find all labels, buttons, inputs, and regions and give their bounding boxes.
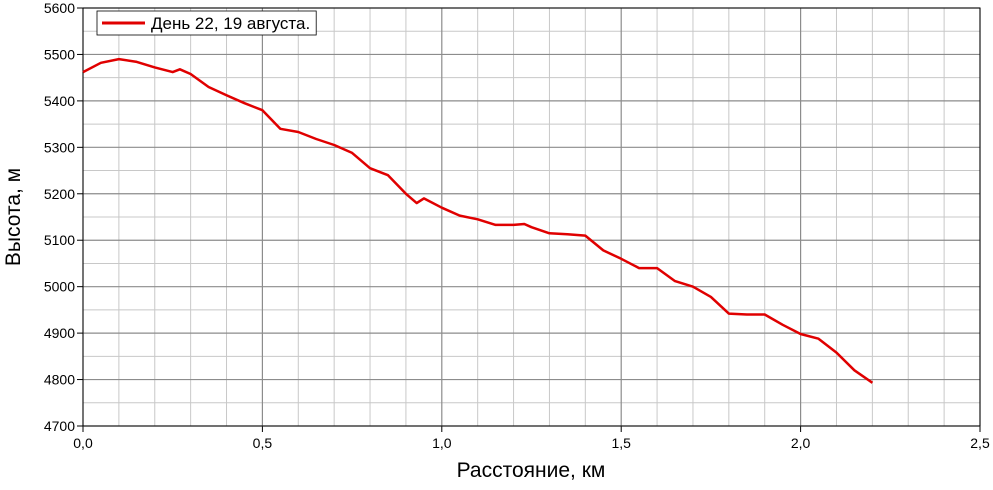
x-tick-label: 0,5 [253, 435, 273, 451]
x-tick-label: 2,5 [970, 435, 990, 451]
y-tick-label: 5000 [44, 279, 75, 295]
y-tick-label: 5300 [44, 139, 75, 155]
y-axis-label: Высота, м [2, 168, 25, 266]
y-tick-label: 5100 [44, 232, 75, 248]
y-tick-label: 4900 [44, 325, 75, 341]
x-tick-label: 0,0 [73, 435, 93, 451]
y-tick-label: 5600 [44, 0, 75, 16]
x-tick-label: 2,0 [791, 435, 811, 451]
x-axis-label: Расстояние, км [457, 459, 606, 482]
legend-label: День 22, 19 августа. [151, 14, 310, 33]
y-tick-label: 5200 [44, 186, 75, 202]
plot-frame [82, 7, 981, 427]
y-tick-label: 5400 [44, 93, 75, 109]
x-tick-label: 1,0 [432, 435, 452, 451]
y-tick-label: 5500 [44, 46, 75, 62]
y-tick-label: 4800 [44, 372, 75, 388]
line [82, 57, 874, 384]
x-tick-label: 1,5 [611, 435, 631, 451]
y-tick-label: 4700 [44, 418, 75, 434]
